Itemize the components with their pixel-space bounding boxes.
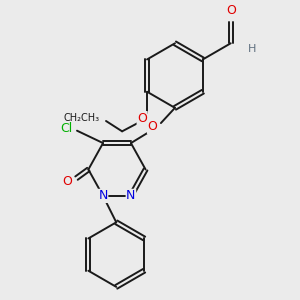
Text: O: O (148, 120, 157, 134)
Text: Cl: Cl (60, 122, 72, 135)
Text: N: N (98, 189, 108, 203)
Text: CH₂CH₃: CH₂CH₃ (64, 113, 100, 123)
Text: H: H (248, 44, 257, 54)
Text: O: O (62, 175, 72, 188)
Text: O: O (137, 112, 147, 124)
Text: O: O (226, 4, 236, 17)
Text: N: N (126, 189, 136, 203)
